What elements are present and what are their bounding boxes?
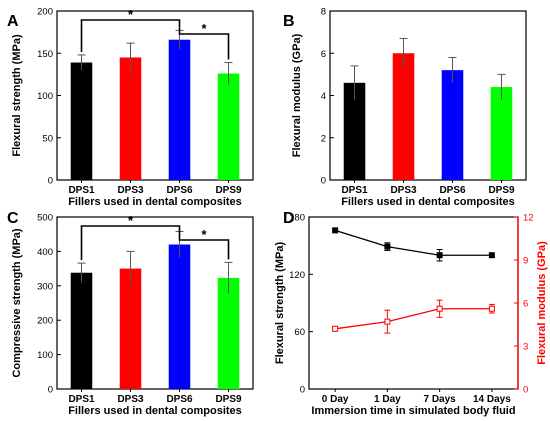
y-tick-label: 4 [321, 91, 326, 102]
x-tick-label: DPS1 [68, 185, 95, 196]
data-point-right [488, 305, 495, 312]
y-tick-label: 100 [37, 91, 53, 102]
bar-dps3 [392, 53, 415, 180]
y-tick-label: 0 [48, 176, 53, 187]
significance-bracket [178, 228, 230, 260]
y-tick-label: 120 [289, 270, 305, 281]
x-tick-label: DPS9 [215, 394, 242, 405]
plot-frame [308, 216, 519, 390]
bar-dps3 [119, 57, 142, 180]
x-tick-label: DPS6 [166, 394, 193, 405]
data-point-right [384, 318, 391, 325]
x-tick-label: 14 Days [473, 394, 511, 405]
bar-dps1 [70, 272, 93, 389]
y-tick-label: 100 [37, 350, 53, 361]
y-tick-label: 60 [294, 327, 305, 338]
x-tick-label: DPS3 [117, 185, 144, 196]
series-line-left [334, 229, 492, 256]
x-tick-label: DPS1 [68, 394, 95, 405]
y-tick-label: 6 [321, 49, 326, 60]
significance-star: * [201, 21, 207, 36]
x-tick-label: DPS6 [166, 185, 193, 196]
y-right-tick-label: 0 [523, 385, 528, 396]
bar-dps3 [119, 268, 142, 389]
significance-bracket [178, 27, 230, 60]
x-tick-label: DPS1 [341, 185, 368, 196]
y-tick-label: 0 [300, 385, 305, 396]
y-axis-title: Flexural strength (MPa) [274, 242, 286, 365]
y-tick-label: 50 [42, 133, 53, 144]
y-axis-title: Flexural strength (MPa) [11, 34, 23, 157]
bar-dps1 [70, 62, 93, 180]
y-tick-label: 0 [321, 176, 326, 187]
x-axis-title: Immersion time in simulated body fluid [311, 405, 515, 417]
bar-dps9 [217, 73, 240, 180]
panel-letter: C [7, 210, 19, 227]
x-tick-label: DPS9 [215, 185, 242, 196]
plot-frame [56, 216, 254, 390]
data-point-right [436, 305, 443, 312]
significance-star: * [128, 213, 134, 228]
y-tick-label: 180 [289, 213, 305, 224]
y-tick-label: 500 [37, 213, 53, 224]
y-tick-label: 8 [321, 7, 326, 18]
y-tick-label: 2 [321, 133, 326, 144]
panel-c: C 0 100 200 300 400 500 DPS1 DPS3 DPS6 DPS9Fillers… [7, 210, 254, 417]
y-tick-label: 300 [37, 281, 53, 292]
series-line-right [335, 308, 492, 330]
significance-bracket [80, 19, 181, 52]
panel-letter: D [283, 210, 295, 227]
significance-bracket [80, 225, 181, 261]
y-tick-label: 0 [48, 385, 53, 396]
bar-dps6 [168, 39, 191, 181]
x-tick-label: DPS3 [390, 185, 417, 196]
x-axis-title: Fillers used in dental composites [341, 196, 515, 208]
x-axis-title: Fillers used in dental composites [68, 196, 242, 208]
bar-dps9 [217, 277, 240, 389]
y-axis-title: Flexural modulus (GPa) [291, 33, 303, 157]
significance-star: * [128, 7, 134, 22]
x-tick-label: 1 Day [374, 394, 401, 405]
significance-star: * [201, 227, 207, 242]
bar-dps6 [168, 244, 191, 389]
x-axis-title: Fillers used in dental composites [68, 405, 242, 417]
y-axis-title: Compressive strength (MPa) [11, 228, 23, 377]
y-right-tick-label: 9 [523, 256, 528, 267]
panel-letter: A [7, 13, 19, 30]
y-right-tick-label: 12 [523, 213, 534, 224]
x-tick-label: DPS6 [439, 185, 466, 196]
x-tick-label: 0 Day [322, 394, 349, 405]
bar-dps6 [441, 70, 464, 180]
y-tick-label: 200 [37, 7, 53, 18]
data-point-left [332, 227, 339, 234]
y-tick-label: 400 [37, 247, 53, 258]
data-point-left [436, 252, 443, 259]
x-tick-label: 7 Days [424, 394, 457, 405]
y-tick-label: 200 [37, 316, 53, 327]
x-tick-label: DPS3 [117, 394, 144, 405]
bar-dps9 [490, 87, 513, 180]
y-right-tick-label: 6 [523, 299, 528, 310]
y-tick-label: 150 [37, 49, 53, 60]
data-point-left [488, 252, 495, 259]
data-point-right [332, 325, 339, 332]
panel-letter: B [283, 13, 295, 30]
y-right-tick-label: 3 [523, 342, 528, 353]
bar-dps1 [343, 82, 366, 180]
y-right-axis-title: Flexural modulus (GPa) [536, 241, 548, 365]
data-point-left [384, 243, 391, 250]
x-tick-label: DPS9 [488, 185, 515, 196]
